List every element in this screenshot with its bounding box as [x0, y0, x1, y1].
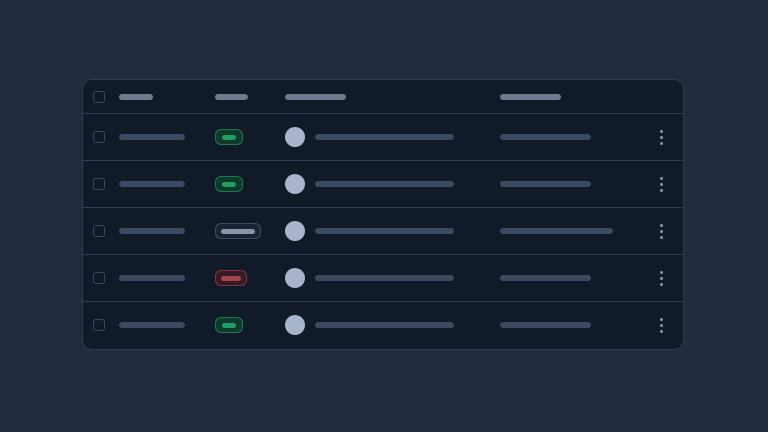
cell-person — [285, 315, 500, 335]
status-badge — [215, 317, 243, 333]
description-placeholder-bar — [315, 181, 454, 187]
kebab-menu-icon[interactable] — [656, 267, 667, 290]
cell-person — [285, 221, 500, 241]
select-all-checkbox[interactable] — [93, 90, 105, 103]
cell-detail — [500, 275, 639, 281]
cell-menu — [639, 220, 683, 243]
avatar — [285, 268, 305, 288]
kebab-menu-icon[interactable] — [656, 220, 667, 243]
description-placeholder-bar — [315, 228, 454, 234]
detail-placeholder-bar — [500, 228, 613, 234]
kebab-menu-icon[interactable] — [656, 173, 667, 196]
table-body — [83, 113, 683, 348]
status-badge-bar — [221, 228, 255, 234]
header-cell-person — [285, 93, 500, 100]
cell-person — [285, 127, 500, 147]
header-cell-status — [215, 93, 285, 100]
data-table — [82, 79, 684, 350]
avatar — [285, 221, 305, 241]
header-cell-detail — [500, 93, 639, 100]
cell-name — [119, 181, 215, 187]
cell-status — [215, 129, 285, 145]
cell-detail — [500, 181, 639, 187]
status-badge-bar — [222, 322, 236, 328]
kebab-menu-icon[interactable] — [656, 314, 667, 337]
cell-person — [285, 174, 500, 194]
table-row — [83, 160, 683, 207]
cell-name — [119, 322, 215, 328]
name-placeholder-bar — [119, 322, 185, 328]
header-placeholder-bar — [119, 93, 153, 100]
cell-status — [215, 223, 285, 239]
row-checkbox[interactable] — [93, 225, 105, 237]
detail-placeholder-bar — [500, 322, 591, 328]
description-placeholder-bar — [315, 275, 454, 281]
description-placeholder-bar — [315, 322, 454, 328]
table-row — [83, 254, 683, 301]
detail-placeholder-bar — [500, 134, 591, 140]
row-checkbox[interactable] — [93, 131, 105, 143]
header-placeholder-bar — [500, 93, 561, 100]
kebab-menu-icon[interactable] — [656, 126, 667, 149]
cell-person — [285, 268, 500, 288]
status-badge — [215, 223, 261, 239]
avatar — [285, 127, 305, 147]
cell-detail — [500, 228, 639, 234]
cell-status — [215, 317, 285, 333]
row-checkbox[interactable] — [93, 178, 105, 190]
cell-menu — [639, 173, 683, 196]
detail-placeholder-bar — [500, 181, 591, 187]
cell-detail — [500, 322, 639, 328]
status-badge-bar — [222, 134, 236, 140]
status-badge — [215, 129, 243, 145]
table-header-row — [83, 80, 683, 113]
name-placeholder-bar — [119, 181, 185, 187]
cell-menu — [639, 126, 683, 149]
status-badge — [215, 270, 247, 286]
detail-placeholder-bar — [500, 275, 591, 281]
cell-name — [119, 134, 215, 140]
name-placeholder-bar — [119, 134, 185, 140]
cell-detail — [500, 134, 639, 140]
avatar — [285, 315, 305, 335]
header-placeholder-bar — [215, 93, 248, 100]
table-row — [83, 113, 683, 160]
name-placeholder-bar — [119, 275, 185, 281]
avatar — [285, 174, 305, 194]
header-cell-name — [119, 93, 215, 100]
status-badge-bar — [222, 181, 236, 187]
status-badge — [215, 176, 243, 192]
cell-status — [215, 270, 285, 286]
table-row — [83, 301, 683, 348]
cell-name — [119, 228, 215, 234]
header-placeholder-bar — [285, 93, 346, 100]
cell-menu — [639, 314, 683, 337]
cell-status — [215, 176, 285, 192]
row-checkbox[interactable] — [93, 319, 105, 331]
name-placeholder-bar — [119, 228, 185, 234]
description-placeholder-bar — [315, 134, 454, 140]
cell-menu — [639, 267, 683, 290]
table-row — [83, 207, 683, 254]
status-badge-bar — [221, 275, 241, 281]
row-checkbox[interactable] — [93, 272, 105, 284]
cell-name — [119, 275, 215, 281]
